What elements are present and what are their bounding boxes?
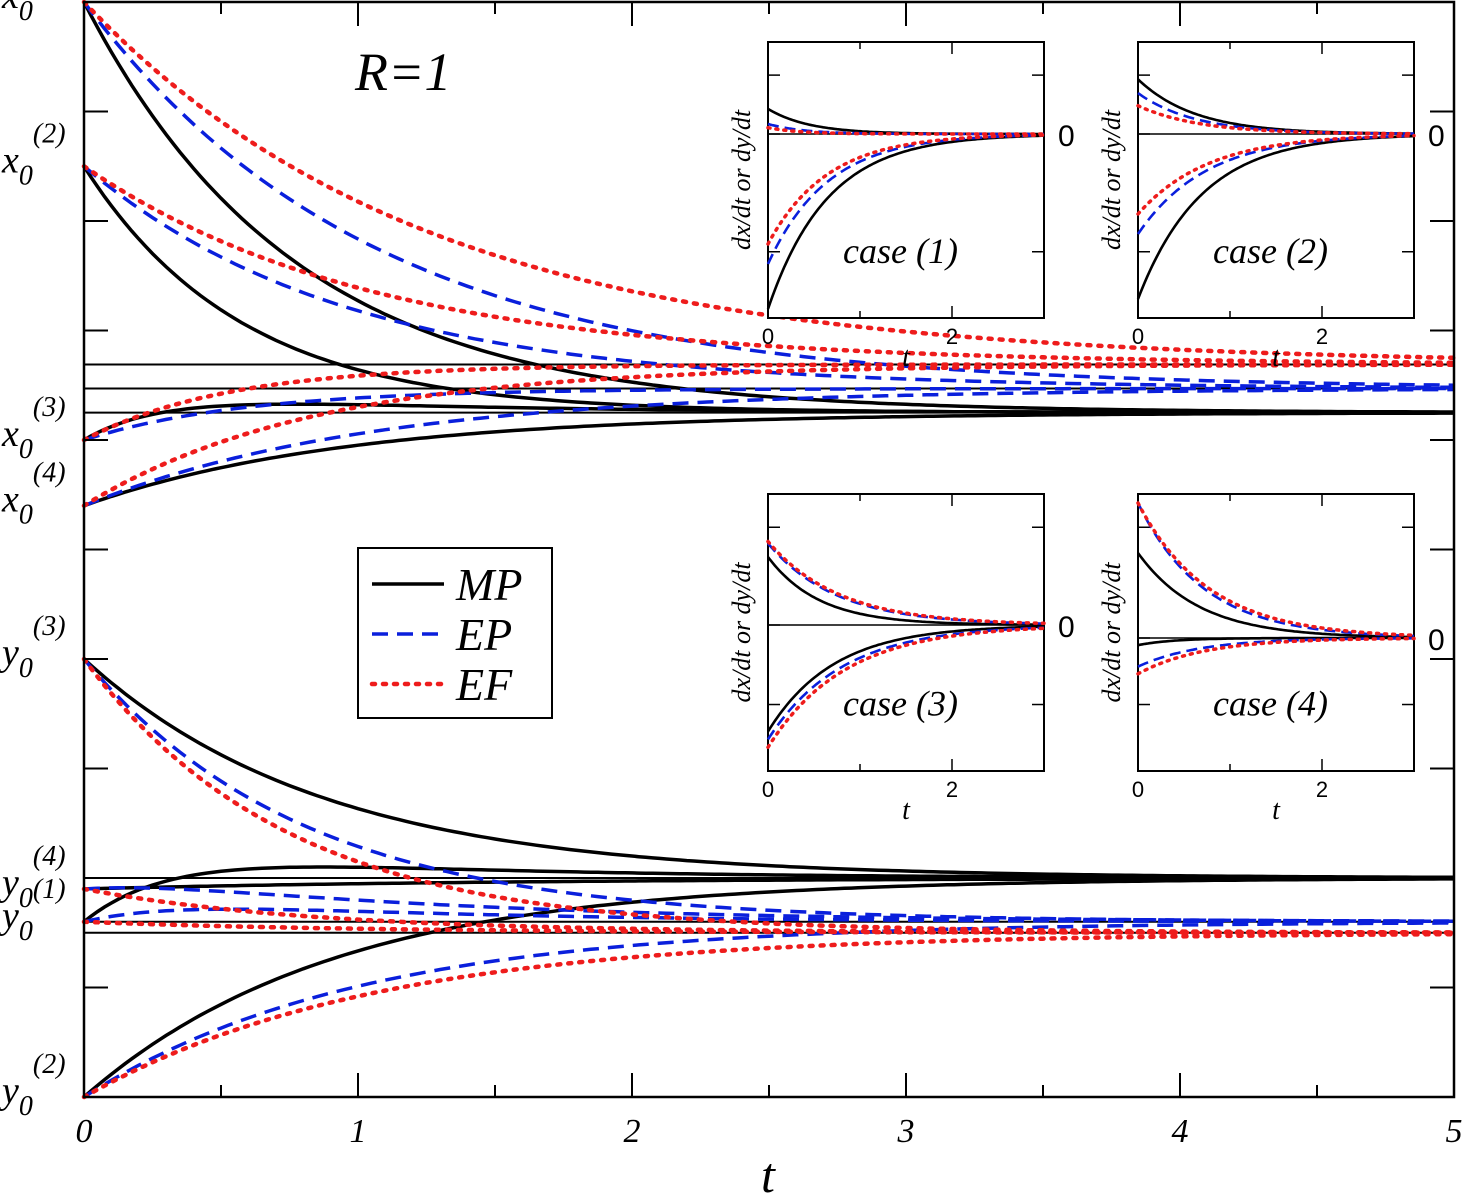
series-line-ef bbox=[81, 362, 1457, 508]
series-line-ef bbox=[81, 919, 1457, 935]
x-tick-label: 1 bbox=[350, 1113, 367, 1150]
inset-x-tick-label: 2 bbox=[1316, 777, 1328, 802]
series-line-ep bbox=[82, 657, 1454, 924]
inset-series-line-mp bbox=[766, 556, 1044, 626]
chart-title: R=1 bbox=[354, 42, 451, 102]
inset-case-label: case (2) bbox=[1213, 231, 1328, 271]
y-axis-label: y0(1) bbox=[0, 874, 66, 947]
inset-frame bbox=[1137, 493, 1415, 772]
x-tick-label: 4 bbox=[1172, 1113, 1189, 1150]
x-tick-label: 0 bbox=[76, 1113, 93, 1150]
y-axis-label: x0(1) bbox=[1, 0, 66, 27]
inset-x-axis-label: t bbox=[902, 342, 911, 373]
inset-series-line-mp bbox=[766, 625, 1045, 733]
inset-x-tick-label: 2 bbox=[946, 324, 958, 349]
inset-zero-label: 0 bbox=[1058, 120, 1075, 153]
inset-series-line-ef bbox=[1136, 133, 1416, 216]
series-line-mp bbox=[83, 411, 1454, 508]
inset-frame bbox=[1137, 41, 1415, 319]
series-line-ep bbox=[83, 387, 1455, 508]
inset-series-line-ef bbox=[766, 133, 1046, 246]
inset-series-line-ef bbox=[1136, 636, 1416, 676]
series-line-mp bbox=[82, 865, 1454, 924]
series-line-ef bbox=[81, 362, 1457, 443]
inset-x-axis-label: t bbox=[1272, 795, 1281, 826]
y-axis-label: x0(4) bbox=[1, 458, 66, 531]
inset-series-line-ep bbox=[766, 626, 1045, 741]
inset-frame bbox=[767, 41, 1045, 319]
inset-1: case (1) 0 2 t dx/dt or dy/dt 0 bbox=[727, 41, 1075, 373]
series-line-ef bbox=[81, 164, 1457, 365]
inset-y-axis-label: dx/dt or dy/dt bbox=[727, 562, 756, 703]
series-line-ep bbox=[83, 921, 1454, 1099]
inset-series-line-ep bbox=[1137, 92, 1414, 135]
inset-x-axis-label: t bbox=[1272, 342, 1281, 373]
y-axis-label: y0(4) bbox=[0, 841, 66, 914]
inset-series-line-ef bbox=[766, 539, 1046, 626]
y-axis-label: y0(2) bbox=[0, 1049, 66, 1122]
inset-case-label: case (1) bbox=[843, 231, 958, 271]
inset-zero-label: 0 bbox=[1428, 120, 1445, 153]
inset-zero-label: 0 bbox=[1058, 611, 1075, 644]
x-axis-label: t bbox=[761, 1147, 776, 1198]
series-line-ep bbox=[83, 886, 1455, 923]
inset-2: case (2) 0 2 t dx/dt or dy/dt 0 bbox=[1097, 41, 1445, 373]
y-axis-label: x0(3) bbox=[1, 392, 66, 465]
inset-3: case (3) 0 2 t dx/dt or dy/dt 0 bbox=[727, 493, 1075, 826]
legend-label: EP bbox=[455, 609, 512, 660]
inset-x-tick-label: 0 bbox=[762, 777, 774, 802]
inset-x-tick-label: 2 bbox=[1316, 324, 1328, 349]
legend-box bbox=[357, 547, 553, 719]
y-axis-label: x0(2) bbox=[1, 118, 66, 191]
inset-x-tick-label: 0 bbox=[1132, 324, 1144, 349]
inset-series-line-ep bbox=[766, 133, 1045, 265]
inset-case-label: case (3) bbox=[843, 684, 958, 724]
inset-series-line-ef bbox=[766, 125, 1046, 136]
series-line-mp bbox=[82, 877, 1454, 1099]
inset-y-axis-label: dx/dt or dy/dt bbox=[727, 109, 756, 250]
inset-4: case (4) 0 2 t dx/dt or dy/dt 0 bbox=[1097, 493, 1445, 826]
inset-series-line-ep bbox=[1137, 637, 1414, 668]
series-line-ep bbox=[82, 0, 1455, 387]
inset-series-line-ef bbox=[1136, 501, 1416, 638]
inset-y-axis-label: dx/dt or dy/dt bbox=[1097, 109, 1126, 250]
series-line-ef bbox=[81, 931, 1457, 1100]
inset-y-axis-label: dx/dt or dy/dt bbox=[1097, 562, 1126, 703]
inset-series-line-mp bbox=[1136, 552, 1415, 639]
legend-label: EF bbox=[455, 659, 513, 710]
inset-series-line-ef bbox=[766, 626, 1046, 750]
inset-x-tick-label: 0 bbox=[1132, 777, 1144, 802]
x-tick-label: 5 bbox=[1446, 1113, 1463, 1150]
inset-x-tick-label: 2 bbox=[946, 777, 958, 802]
series-line-ep bbox=[83, 907, 1454, 924]
series-line-ep bbox=[83, 386, 1454, 442]
y-axis-label: y0(3) bbox=[0, 611, 66, 684]
inset-series-line-ef bbox=[1136, 103, 1416, 136]
inset-case-label: case (4) bbox=[1213, 684, 1328, 724]
x-tick-label: 2 bbox=[624, 1113, 641, 1150]
inset-x-tick-label: 0 bbox=[762, 324, 774, 349]
x-tick-label: 3 bbox=[897, 1113, 915, 1150]
inset-x-axis-label: t bbox=[902, 795, 911, 826]
legend-label: MP bbox=[455, 559, 522, 610]
inset-frame bbox=[767, 493, 1045, 772]
inset-zero-label: 0 bbox=[1428, 624, 1445, 657]
